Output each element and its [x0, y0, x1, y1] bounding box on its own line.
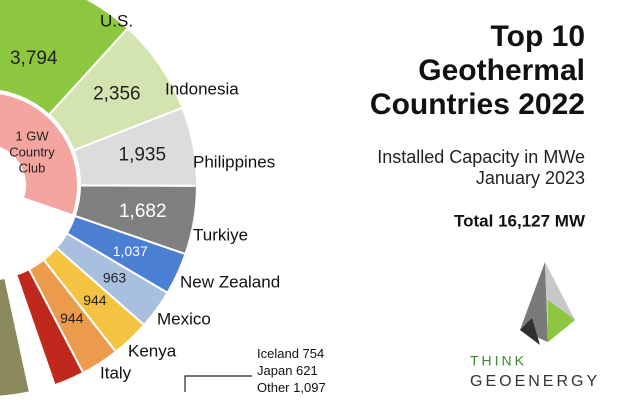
callout-value: 621 — [296, 363, 318, 378]
callout-label: Iceland 754 — [257, 346, 324, 361]
club-label: Country — [9, 144, 55, 159]
category-label: U.S. — [100, 11, 133, 30]
club-ring — [0, 92, 79, 217]
category-label: Turkiye — [193, 225, 248, 244]
callout-line — [184, 375, 252, 392]
callout-category: Iceland — [257, 346, 299, 361]
value-label: 944 — [60, 310, 84, 326]
category-label: Italy — [100, 363, 132, 382]
callout-category: Other — [257, 380, 290, 395]
value-label: 2,356 — [93, 83, 141, 104]
chart-title: Top 10 — [491, 20, 585, 53]
callout-value: 1,097 — [293, 380, 326, 395]
callout-value: 754 — [303, 346, 325, 361]
callout-label: Other 1,097 — [257, 380, 326, 395]
logo-shape — [548, 300, 575, 342]
brand-line: THINK — [470, 353, 527, 369]
brand-line: GEOENERGY — [470, 373, 600, 390]
chart-title: Geothermal — [418, 54, 585, 87]
logo-shape — [520, 318, 540, 345]
category-label: Mexico — [157, 309, 211, 328]
category-label: Indonesia — [165, 79, 239, 98]
value-label: 3,794 — [10, 48, 58, 69]
club-label: Club — [19, 160, 46, 175]
category-label: Philippines — [193, 152, 275, 171]
value-label: 944 — [83, 292, 107, 308]
chart-title: Countries 2022 — [370, 88, 585, 121]
value-label: 1,037 — [113, 243, 148, 259]
donut-slice — [0, 276, 32, 398]
category-label: New Zealand — [180, 272, 280, 291]
logo-shape — [520, 262, 548, 342]
category-label: Kenya — [128, 341, 177, 360]
chart-subtitle: Installed Capacity in MWe — [377, 147, 585, 167]
club-label: 1 GW — [15, 128, 49, 143]
value-label: 1,935 — [119, 145, 167, 166]
value-label: 963 — [103, 270, 127, 286]
callout-category: Japan — [257, 363, 292, 378]
logo — [520, 262, 575, 345]
chart-subtitle: January 2023 — [476, 168, 585, 188]
total-label: Total 16,127 MW — [454, 211, 586, 230]
callout-label: Japan 621 — [257, 363, 318, 378]
value-label: 1,682 — [119, 201, 167, 222]
